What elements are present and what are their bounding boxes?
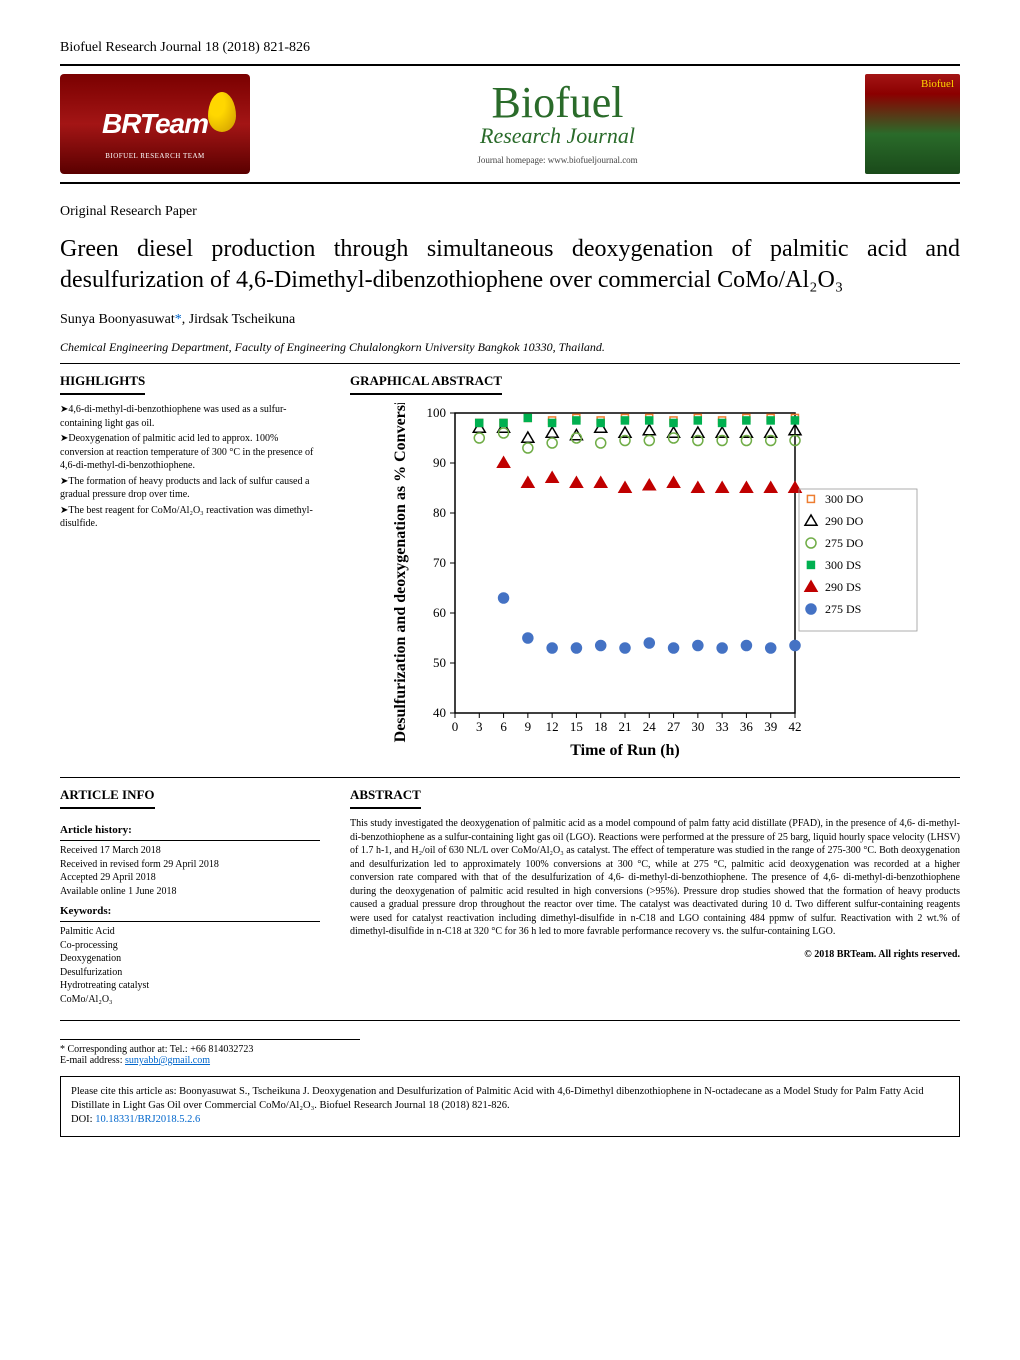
highlights-list: ➤4,6-di-methyl-di-benzothiophene was use… [60, 403, 320, 531]
svg-text:300 DS: 300 DS [825, 558, 861, 572]
drop-icon [208, 92, 236, 132]
cover-thumbnail: Biofuel [865, 74, 960, 174]
svg-text:300 DO: 300 DO [825, 492, 864, 506]
svg-text:24: 24 [643, 719, 657, 734]
author-rest: , Jirdsak Tscheikuna [182, 312, 295, 327]
history-item: Available online 1 June 2018 [60, 885, 320, 899]
svg-text:275 DS: 275 DS [825, 602, 861, 616]
history-item: Received 17 March 2018 [60, 844, 320, 858]
divider [60, 777, 960, 778]
banner: BRTeam BIOFUEL RESEARCH TEAM Biofuel Res… [60, 64, 960, 184]
svg-text:33: 33 [716, 719, 729, 734]
svg-text:6: 6 [500, 719, 507, 734]
abstract-col: ABSTRACT This study investigated the deo… [350, 786, 960, 1006]
copyright-line: © 2018 BRTeam. All rights reserved. [350, 949, 960, 960]
doi-label: DOI: [71, 1114, 95, 1125]
highlight-item: ➤The best reagent for CoMo/Al₂O₃ reactiv… [60, 504, 320, 531]
svg-text:9: 9 [525, 719, 532, 734]
svg-text:30: 30 [691, 719, 704, 734]
article-title: Green diesel production through simultan… [60, 234, 960, 296]
svg-text:39: 39 [764, 719, 777, 734]
svg-text:36: 36 [740, 719, 754, 734]
article-info-col: ARTICLE INFO Article history: Received 1… [60, 786, 320, 1006]
author-1: Sunya Boonyasuwat [60, 312, 175, 327]
article-history-heading: Article history: [60, 823, 320, 841]
brteam-logo: BRTeam BIOFUEL RESEARCH TEAM [60, 74, 250, 174]
corresponding-author-block: * Corresponding author at: Tel.: +66 814… [60, 1039, 360, 1066]
article-history-list: Received 17 March 2018Received in revise… [60, 844, 320, 898]
citation-text: Please cite this article as: Boonyasuwat… [71, 1086, 924, 1111]
svg-text:70: 70 [433, 555, 446, 570]
svg-text:3: 3 [476, 719, 483, 734]
highlight-item: ➤Deoxygenation of palmitic acid led to a… [60, 432, 320, 473]
email-label: E-mail address: [60, 1055, 125, 1066]
keyword-item: CoMo/Al₂O₃ [60, 993, 320, 1007]
paper-type: Original Research Paper [60, 204, 960, 220]
keyword-item: Hydrotreating catalyst [60, 979, 320, 993]
info-abstract-row: ARTICLE INFO Article history: Received 1… [60, 786, 960, 1006]
history-item: Received in revised form 29 April 2018 [60, 858, 320, 872]
svg-text:27: 27 [667, 719, 681, 734]
article-info-block: Article history: Received 17 March 2018R… [60, 823, 320, 1006]
svg-text:42: 42 [789, 719, 802, 734]
svg-text:90: 90 [433, 455, 446, 470]
history-item: Accepted 29 April 2018 [60, 871, 320, 885]
divider [60, 1020, 960, 1021]
keywords-list: Palmitic AcidCo-processingDeoxygenationD… [60, 925, 320, 1006]
doi-link[interactable]: 10.18331/BRJ2018.5.2.6 [95, 1114, 200, 1125]
divider [60, 363, 960, 364]
brteam-text: BRTeam [102, 108, 208, 140]
authors: Sunya Boonyasuwat*, Jirdsak Tscheikuna [60, 312, 960, 328]
journal-header: Biofuel Research Journal 18 (2018) 821-8… [60, 40, 960, 56]
homepage-link: Journal homepage: www.biofueljournal.com [477, 155, 637, 165]
svg-text:Time of Run (h): Time of Run (h) [570, 742, 680, 759]
svg-text:40: 40 [433, 705, 446, 720]
corresponding-star-icon: * [175, 312, 182, 327]
svg-text:60: 60 [433, 605, 446, 620]
cover-badge: Biofuel [921, 78, 954, 90]
keyword-item: Deoxygenation [60, 952, 320, 966]
graphical-abstract-col: GRAPHICAL ABSTRACT 036912151821242730333… [350, 372, 960, 763]
affiliation: Chemical Engineering Department, Faculty… [60, 340, 960, 355]
svg-text:12: 12 [546, 719, 559, 734]
keyword-item: Palmitic Acid [60, 925, 320, 939]
highlight-item: ➤The formation of heavy products and lac… [60, 475, 320, 502]
corresponding-tel: * Corresponding author at: Tel.: +66 814… [60, 1044, 360, 1055]
svg-text:275 DO: 275 DO [825, 536, 864, 550]
svg-text:0: 0 [452, 719, 459, 734]
highlight-item: ➤4,6-di-methyl-di-benzothiophene was use… [60, 403, 320, 430]
keyword-item: Co-processing [60, 939, 320, 953]
svg-text:18: 18 [594, 719, 607, 734]
svg-text:Desulfurization and deoxygenat: Desulfurization and deoxygenation as % C… [392, 403, 409, 742]
abstract-heading: ABSTRACT [350, 787, 421, 809]
svg-text:80: 80 [433, 505, 446, 520]
svg-text:290 DO: 290 DO [825, 514, 864, 528]
article-info-heading: ARTICLE INFO [60, 787, 155, 809]
svg-text:290 DS: 290 DS [825, 580, 861, 594]
keyword-item: Desulfurization [60, 966, 320, 980]
conversion-chart: 0369121518212427303336394240506070809010… [385, 403, 925, 763]
brteam-subtext: BIOFUEL RESEARCH TEAM [105, 152, 205, 160]
journal-title-block: Biofuel Research Journal Journal homepag… [250, 74, 865, 174]
biofuel-subtitle: Research Journal [480, 123, 635, 149]
svg-text:100: 100 [427, 405, 447, 420]
biofuel-title: Biofuel [492, 83, 624, 123]
svg-text:15: 15 [570, 719, 583, 734]
svg-text:50: 50 [433, 655, 446, 670]
highlights-graphical-row: HIGHLIGHTS ➤4,6-di-methyl-di-benzothioph… [60, 372, 960, 763]
citation-box: Please cite this article as: Boonyasuwat… [60, 1076, 960, 1137]
email-link[interactable]: sunyabb@gmail.com [125, 1055, 210, 1066]
abstract-text: This study investigated the deoxygenatio… [350, 817, 960, 939]
highlights-col: HIGHLIGHTS ➤4,6-di-methyl-di-benzothioph… [60, 372, 320, 763]
highlights-heading: HIGHLIGHTS [60, 373, 145, 395]
chart-container: 0369121518212427303336394240506070809010… [350, 403, 960, 763]
graphical-abstract-heading: GRAPHICAL ABSTRACT [350, 373, 502, 395]
keywords-heading: Keywords: [60, 904, 320, 922]
svg-text:21: 21 [619, 719, 632, 734]
